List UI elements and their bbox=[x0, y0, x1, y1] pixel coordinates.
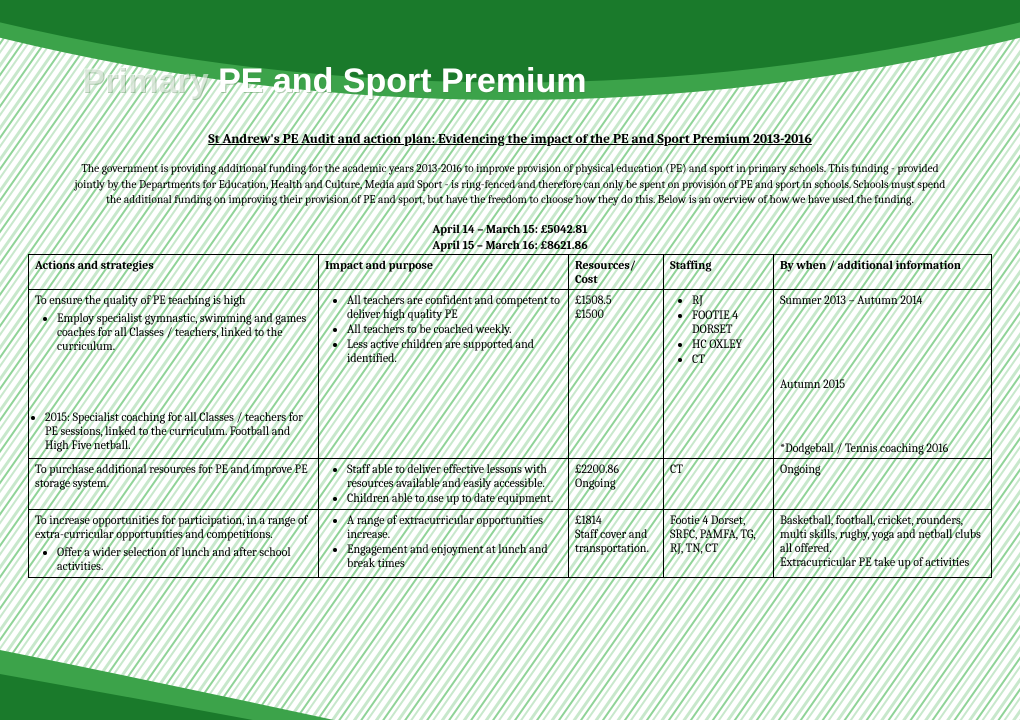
page-title: Primary PE and Sport Premium bbox=[82, 62, 587, 101]
th-impact: Impact and purpose bbox=[319, 254, 569, 289]
cell-actions: To purchase additional resources for PE … bbox=[29, 458, 319, 509]
cell-when: Ongoing bbox=[774, 458, 992, 509]
table-row: To purchase additional resources for PE … bbox=[29, 458, 992, 509]
cell-actions: To ensure the quality of PE teaching is … bbox=[29, 289, 319, 458]
content: St Andrew's PE Audit and action plan: Ev… bbox=[28, 132, 992, 578]
cell-impact: All teachers are confident and competent… bbox=[319, 289, 569, 458]
cell-when: Basketball, football, cricket, rounders,… bbox=[774, 509, 992, 577]
th-actions: Actions and strategies bbox=[29, 254, 319, 289]
action-plan-table: Actions and strategies Impact and purpos… bbox=[28, 254, 992, 578]
subtitle: St Andrew's PE Audit and action plan: Ev… bbox=[28, 132, 992, 147]
cell-impact: A range of extracurricular opportunities… bbox=[319, 509, 569, 577]
cell-staff: CT bbox=[664, 458, 774, 509]
cell-staff: RJ FOOTIE 4 DORSET HC OXLEY CT bbox=[664, 289, 774, 458]
cell-cost: £2200.86 Ongoing bbox=[569, 458, 664, 509]
th-cost: Resources/ Cost bbox=[569, 254, 664, 289]
cell-actions: To increase opportunities for participat… bbox=[29, 509, 319, 577]
funding-line-1: April 14 – March 15: £5042.81 bbox=[28, 222, 992, 236]
cell-cost: £1508.5 £1500 bbox=[569, 289, 664, 458]
intro-paragraph: The government is providing additional f… bbox=[68, 161, 952, 208]
cell-staff: Footie 4 Dorset, SRFC, PAMFA, TG, RJ, TN… bbox=[664, 509, 774, 577]
funding-line-2: April 15 – March 16: £8621.86 bbox=[28, 238, 992, 252]
table-header-row: Actions and strategies Impact and purpos… bbox=[29, 254, 992, 289]
cell-impact: Staff able to deliver effective lessons … bbox=[319, 458, 569, 509]
cell-when: Summer 2013 – Autumn 2014 Autumn 2015 *D… bbox=[774, 289, 992, 458]
cell-cost: £1814 Staff cover and transportation. bbox=[569, 509, 664, 577]
th-staff: Staffing bbox=[664, 254, 774, 289]
table-row: To ensure the quality of PE teaching is … bbox=[29, 289, 992, 458]
th-when: By when / additional information bbox=[774, 254, 992, 289]
table-row: To increase opportunities for participat… bbox=[29, 509, 992, 577]
